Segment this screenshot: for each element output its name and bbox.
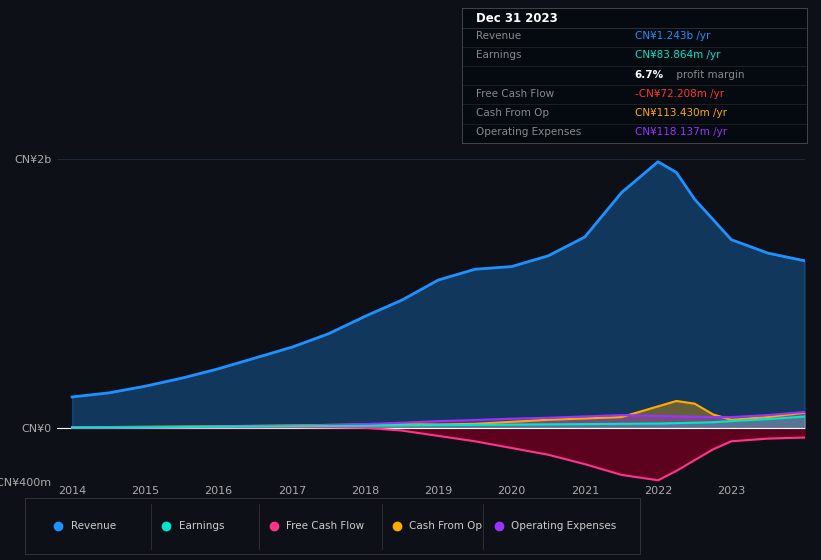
Text: Dec 31 2023: Dec 31 2023: [476, 12, 557, 25]
Text: CN¥118.137m /yr: CN¥118.137m /yr: [635, 127, 727, 137]
Text: Operating Expenses: Operating Expenses: [511, 521, 617, 531]
Text: Cash From Op: Cash From Op: [476, 108, 549, 118]
Text: CN¥1.243b /yr: CN¥1.243b /yr: [635, 31, 710, 41]
Text: -CN¥72.208m /yr: -CN¥72.208m /yr: [635, 89, 724, 99]
Text: Revenue: Revenue: [476, 31, 521, 41]
Text: Earnings: Earnings: [476, 50, 521, 60]
Text: Earnings: Earnings: [179, 521, 224, 531]
Text: Cash From Op: Cash From Op: [410, 521, 483, 531]
Text: CN¥83.864m /yr: CN¥83.864m /yr: [635, 50, 720, 60]
Text: Free Cash Flow: Free Cash Flow: [476, 89, 554, 99]
Text: Revenue: Revenue: [71, 521, 116, 531]
Text: Free Cash Flow: Free Cash Flow: [287, 521, 365, 531]
Text: Operating Expenses: Operating Expenses: [476, 127, 581, 137]
Text: profit margin: profit margin: [672, 69, 744, 80]
Text: CN¥113.430m /yr: CN¥113.430m /yr: [635, 108, 727, 118]
Text: 6.7%: 6.7%: [635, 69, 663, 80]
